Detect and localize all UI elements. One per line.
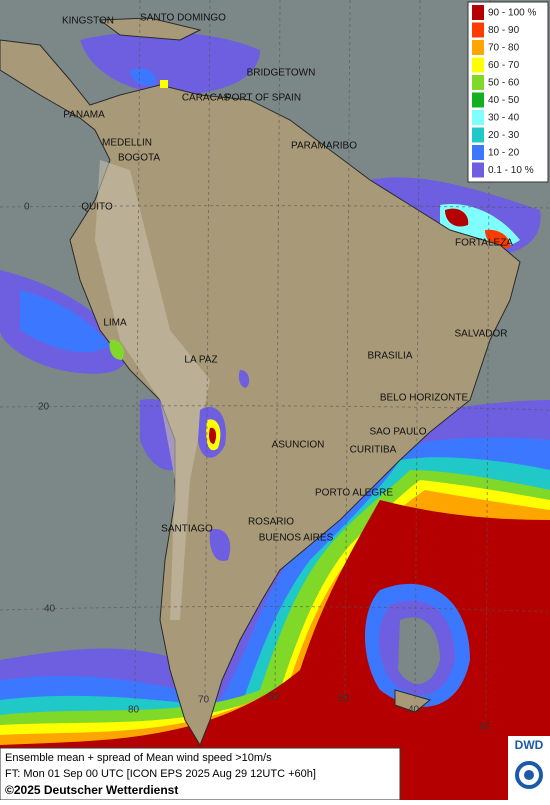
legend-swatch [472, 92, 484, 108]
legend-swatch [472, 145, 484, 160]
grid-label: 80 [128, 705, 140, 716]
logo-swirl [524, 770, 534, 780]
grid-labels: 0 20 40 80 70 60 50 40 30 [24, 202, 491, 733]
city-labels: KINGSTON SANTO DOMINGOBRIDGETOWNCARACASPO… [62, 13, 513, 544]
city-label: BELO HORIZONTE [380, 393, 469, 404]
grid-label: 20 [38, 402, 50, 413]
city-label: PORTO ALEGRE [315, 488, 393, 499]
legend-label: 20 - 30 [488, 130, 520, 141]
city-label: LA PAZ [184, 355, 217, 366]
legend-label: 80 - 90 [488, 25, 520, 36]
footer-line: FT: Mon 01 Sep 00 UTC [ICON EPS 2025 Aug… [5, 768, 316, 780]
relief [95, 160, 210, 620]
grid-label: 30 [479, 722, 491, 733]
legend-swatch [472, 22, 484, 38]
city-label: SAO PAULO [369, 427, 426, 438]
legend-label: 30 - 40 [488, 113, 520, 124]
legend-swatch [472, 127, 484, 143]
city-label: CARACAS [182, 93, 231, 104]
logo: DWD [515, 738, 544, 752]
city-label: SALVADOR [455, 329, 508, 340]
city-label: ASUNCION [272, 440, 325, 451]
grid-label: 40 [44, 604, 56, 615]
grid-label: 60 [268, 692, 280, 703]
probability-land [109, 68, 250, 561]
footer-line: Ensemble mean + spread of Mean wind spee… [5, 752, 272, 764]
city-label: CURITIBA [350, 445, 397, 456]
city-label: PORT OF SPAIN [225, 93, 301, 104]
grid-label: 70 [198, 695, 210, 706]
city-label: BOGOTA [118, 153, 160, 164]
logo-swirl [515, 761, 543, 789]
legend-swatch [472, 5, 484, 20]
legend-label: 10 - 20 [488, 148, 520, 159]
city-label: SANTO DOMINGO [140, 13, 226, 24]
legend-swatch [472, 162, 484, 178]
legend-swatch [472, 40, 484, 55]
city-label: ROSARIO [248, 517, 294, 528]
legend-swatch [472, 57, 484, 73]
city-label: LIMA [103, 318, 127, 329]
legend-label: 90 - 100 % [488, 8, 536, 19]
city-label: FORTALEZA [455, 238, 513, 249]
logo-box [508, 736, 550, 800]
probability-ocean [0, 31, 550, 800]
grid-label: 40 [408, 705, 420, 716]
city-label: QUITO [81, 202, 113, 213]
footer-box [0, 747, 401, 801]
city-label: BUENOS AIRES [259, 533, 334, 544]
city-label: BRASILIA [367, 351, 412, 362]
city-label: BRIDGETOWN [247, 68, 316, 79]
grid-label: 50 [338, 694, 350, 705]
legend-swatch [472, 75, 484, 90]
legend-label: 0.1 - 10 % [488, 165, 534, 176]
legend-swatch [472, 110, 484, 125]
city-label: KINGSTON [62, 16, 114, 27]
legend-label: 60 - 70 [488, 60, 520, 71]
legend-label: 50 - 60 [488, 78, 520, 89]
legend-label: 40 - 50 [488, 95, 520, 106]
city-label: SANTIAGO [161, 524, 213, 535]
city-label: PARAMARIBO [291, 141, 357, 152]
grid-label: 0 [24, 202, 30, 213]
city-label: PANAMA [63, 110, 105, 121]
legend-label: 70 - 80 [488, 43, 520, 54]
copyright: ©2025 Deutscher Wetterdienst [5, 783, 178, 797]
city-label: MEDELLIN [102, 138, 152, 149]
legend: 90 - 100 % 80 - 90 70 - 80 60 - 70 50 - 60 40… [472, 5, 536, 178]
